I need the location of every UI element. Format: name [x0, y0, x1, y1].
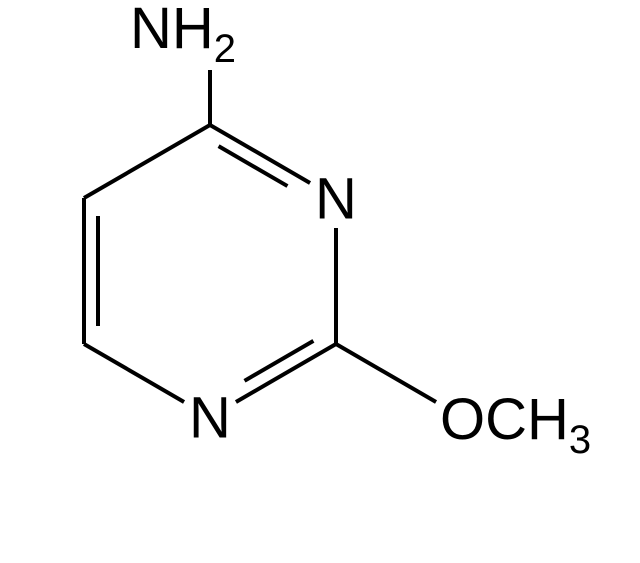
methoxy-label: OCH3	[440, 387, 591, 462]
nitrogen-bottom-label: N	[189, 385, 231, 450]
molecule-diagram: N N NH2 OCH3	[0, 0, 640, 563]
nitrogen-top-label: N	[315, 166, 357, 231]
amine-label: NH2	[130, 0, 236, 71]
